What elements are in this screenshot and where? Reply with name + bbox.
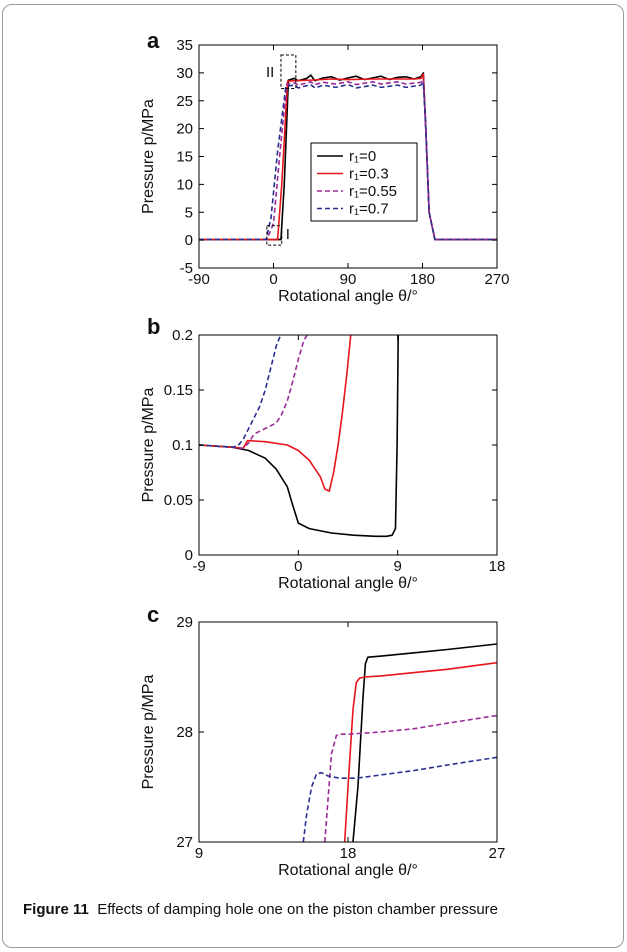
y-tick-label: 28 (176, 724, 193, 741)
legend-label-3: r₁=0.7 (349, 201, 389, 218)
annotation-ii: II (266, 64, 274, 81)
legend-label-1: r₁=0.3 (349, 166, 389, 183)
figure-frame (2, 4, 624, 948)
x-tick-label: 18 (489, 558, 506, 575)
legend-label-0: r₁=0 (349, 148, 376, 165)
x-tick-label: 270 (484, 271, 509, 288)
y-axis-label: Pressure p/MPa (140, 388, 157, 503)
series-line-1 (343, 661, 497, 842)
panel-label-a: a (147, 28, 160, 53)
y-tick-label: 35 (176, 37, 193, 54)
series-line-3 (302, 756, 497, 842)
series-line-3 (199, 81, 497, 241)
chart-panel-a: a -90 0 90 180 270 -5 0 5 10 15 20 25 30 35 Rotational … (140, 28, 510, 305)
y-tick-label: 0.05 (164, 492, 193, 509)
x-tick-label: 0 (294, 558, 302, 575)
y-tick-label: 0 (185, 232, 193, 249)
figure-caption: Figure 11 Effects of damping hole one on… (23, 900, 603, 920)
series-line-2 (199, 78, 497, 241)
caption-text: Effects of damping hole one on the pisto… (97, 901, 499, 918)
series-line-0 (199, 335, 400, 538)
x-tick-label: -90 (188, 271, 210, 288)
x-axis-label: Rotational angle θ/° (278, 288, 418, 305)
y-tick-label: 25 (176, 93, 193, 110)
panel-label-c: c (147, 602, 159, 627)
legend-label-2: r₁=0.55 (349, 183, 397, 200)
x-axis-label: Rotational angle θ/° (278, 862, 418, 879)
y-tick-label: 15 (176, 149, 193, 166)
y-axis-label: Pressure p/MPa (140, 99, 157, 214)
y-tick-label: -5 (180, 260, 193, 277)
series-line-0 (352, 643, 497, 842)
y-tick-label: 0 (185, 547, 193, 564)
plot-area (198, 621, 498, 843)
x-tick-label: 9 (393, 558, 401, 575)
y-tick-label: 10 (176, 176, 193, 193)
x-tick-label: -9 (192, 558, 205, 575)
zoom-box-ii (280, 54, 297, 89)
caption-label: Figure 11 (23, 901, 89, 918)
plot-lines (199, 72, 497, 241)
y-tick-label: 5 (185, 204, 193, 221)
x-tick-label: 18 (340, 845, 357, 862)
y-tick-label: 20 (176, 121, 193, 138)
y-tick-label: 0.1 (172, 437, 193, 454)
x-axis-label: Rotational angle θ/° (278, 575, 418, 592)
y-tick-label: 30 (176, 65, 193, 82)
series-line-3 (199, 335, 282, 449)
plot-lines (199, 335, 400, 538)
y-tick-label: 0.15 (164, 382, 193, 399)
x-tick-label: 9 (195, 845, 203, 862)
plot-lines (302, 643, 497, 842)
series-line-2 (199, 335, 308, 450)
y-tick-label: 0.2 (172, 327, 193, 344)
y-tick-label: 27 (176, 834, 193, 851)
x-tick-label: 0 (269, 271, 277, 288)
x-tick-label: 180 (410, 271, 435, 288)
x-tick-label: 90 (340, 271, 357, 288)
series-line-1 (199, 335, 352, 493)
x-tick-label: 27 (489, 845, 506, 862)
y-tick-label: 29 (176, 614, 193, 631)
chart-panel-c: c 9 18 27 27 28 29 Rotational angle θ/° Pressure… (140, 602, 505, 879)
panel-label-b: b (147, 314, 160, 339)
annotation-i: I (286, 226, 290, 243)
y-axis-label: Pressure p/MPa (140, 675, 157, 790)
zoom-box-i (266, 225, 283, 246)
